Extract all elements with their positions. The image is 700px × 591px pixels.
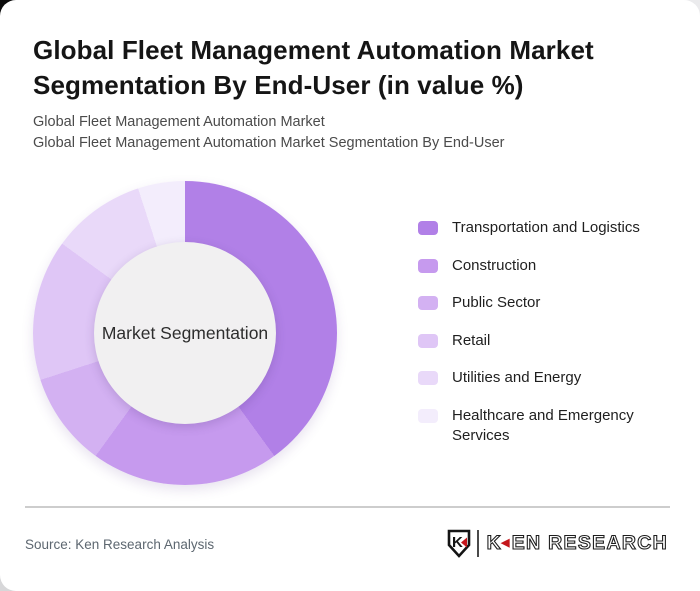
ken-research-shield-icon: K <box>447 529 470 558</box>
footer-divider <box>25 506 670 508</box>
legend-swatch <box>418 221 438 235</box>
legend-swatch <box>418 408 438 423</box>
svg-text:K: K <box>452 534 463 551</box>
logo-wordmark: K◀EN RESEARCH <box>486 531 668 555</box>
legend-swatch <box>418 333 438 348</box>
donut-hole: Market Segmentation <box>94 242 276 424</box>
legend-item: Transportation and Logistics <box>418 218 672 239</box>
legend: Transportation and Logistics Constructio… <box>418 218 672 464</box>
logo-separator <box>476 529 479 557</box>
subtitle-segmentation: Global Fleet Management Automation Marke… <box>33 135 505 151</box>
legend-label: Construction <box>452 256 537 274</box>
legend-swatch <box>418 296 438 310</box>
legend-item: Utilities and Energy <box>418 368 672 389</box>
legend-item: Healthcare and Emergency Services <box>418 406 672 447</box>
donut-center-label: Market Segmentation <box>101 322 269 343</box>
chart-title: Global Fleet Management Automation Marke… <box>33 35 594 100</box>
legend-label: Transportation and Logistics <box>452 219 640 236</box>
legend-item: Construction <box>418 256 672 277</box>
logo-red-triangle-icon: ◀ <box>500 536 511 549</box>
legend-label: Public Sector <box>452 294 541 311</box>
legend-swatch <box>418 258 438 273</box>
logo-letter-k: K <box>486 531 502 554</box>
subtitle-market: Global Fleet Management Automation Marke… <box>33 114 325 130</box>
legend-label: Retail <box>452 331 491 349</box>
legend-label: Healthcare and Emergency Services <box>452 406 634 445</box>
source-note: Source: Ken Research Analysis <box>25 537 215 552</box>
chart-subtitles: Global Fleet Management Automation Marke… <box>33 112 505 154</box>
legend-swatch <box>418 371 438 385</box>
donut-chart: Market Segmentation <box>33 181 337 485</box>
legend-label: Utilities and Energy <box>452 369 582 386</box>
logo-rest: EN RESEARCH <box>511 531 668 554</box>
ken-research-logo: K K◀EN RESEARCH <box>447 527 668 559</box>
legend-item: Public Sector <box>418 293 672 314</box>
legend-item: Retail <box>418 331 672 352</box>
